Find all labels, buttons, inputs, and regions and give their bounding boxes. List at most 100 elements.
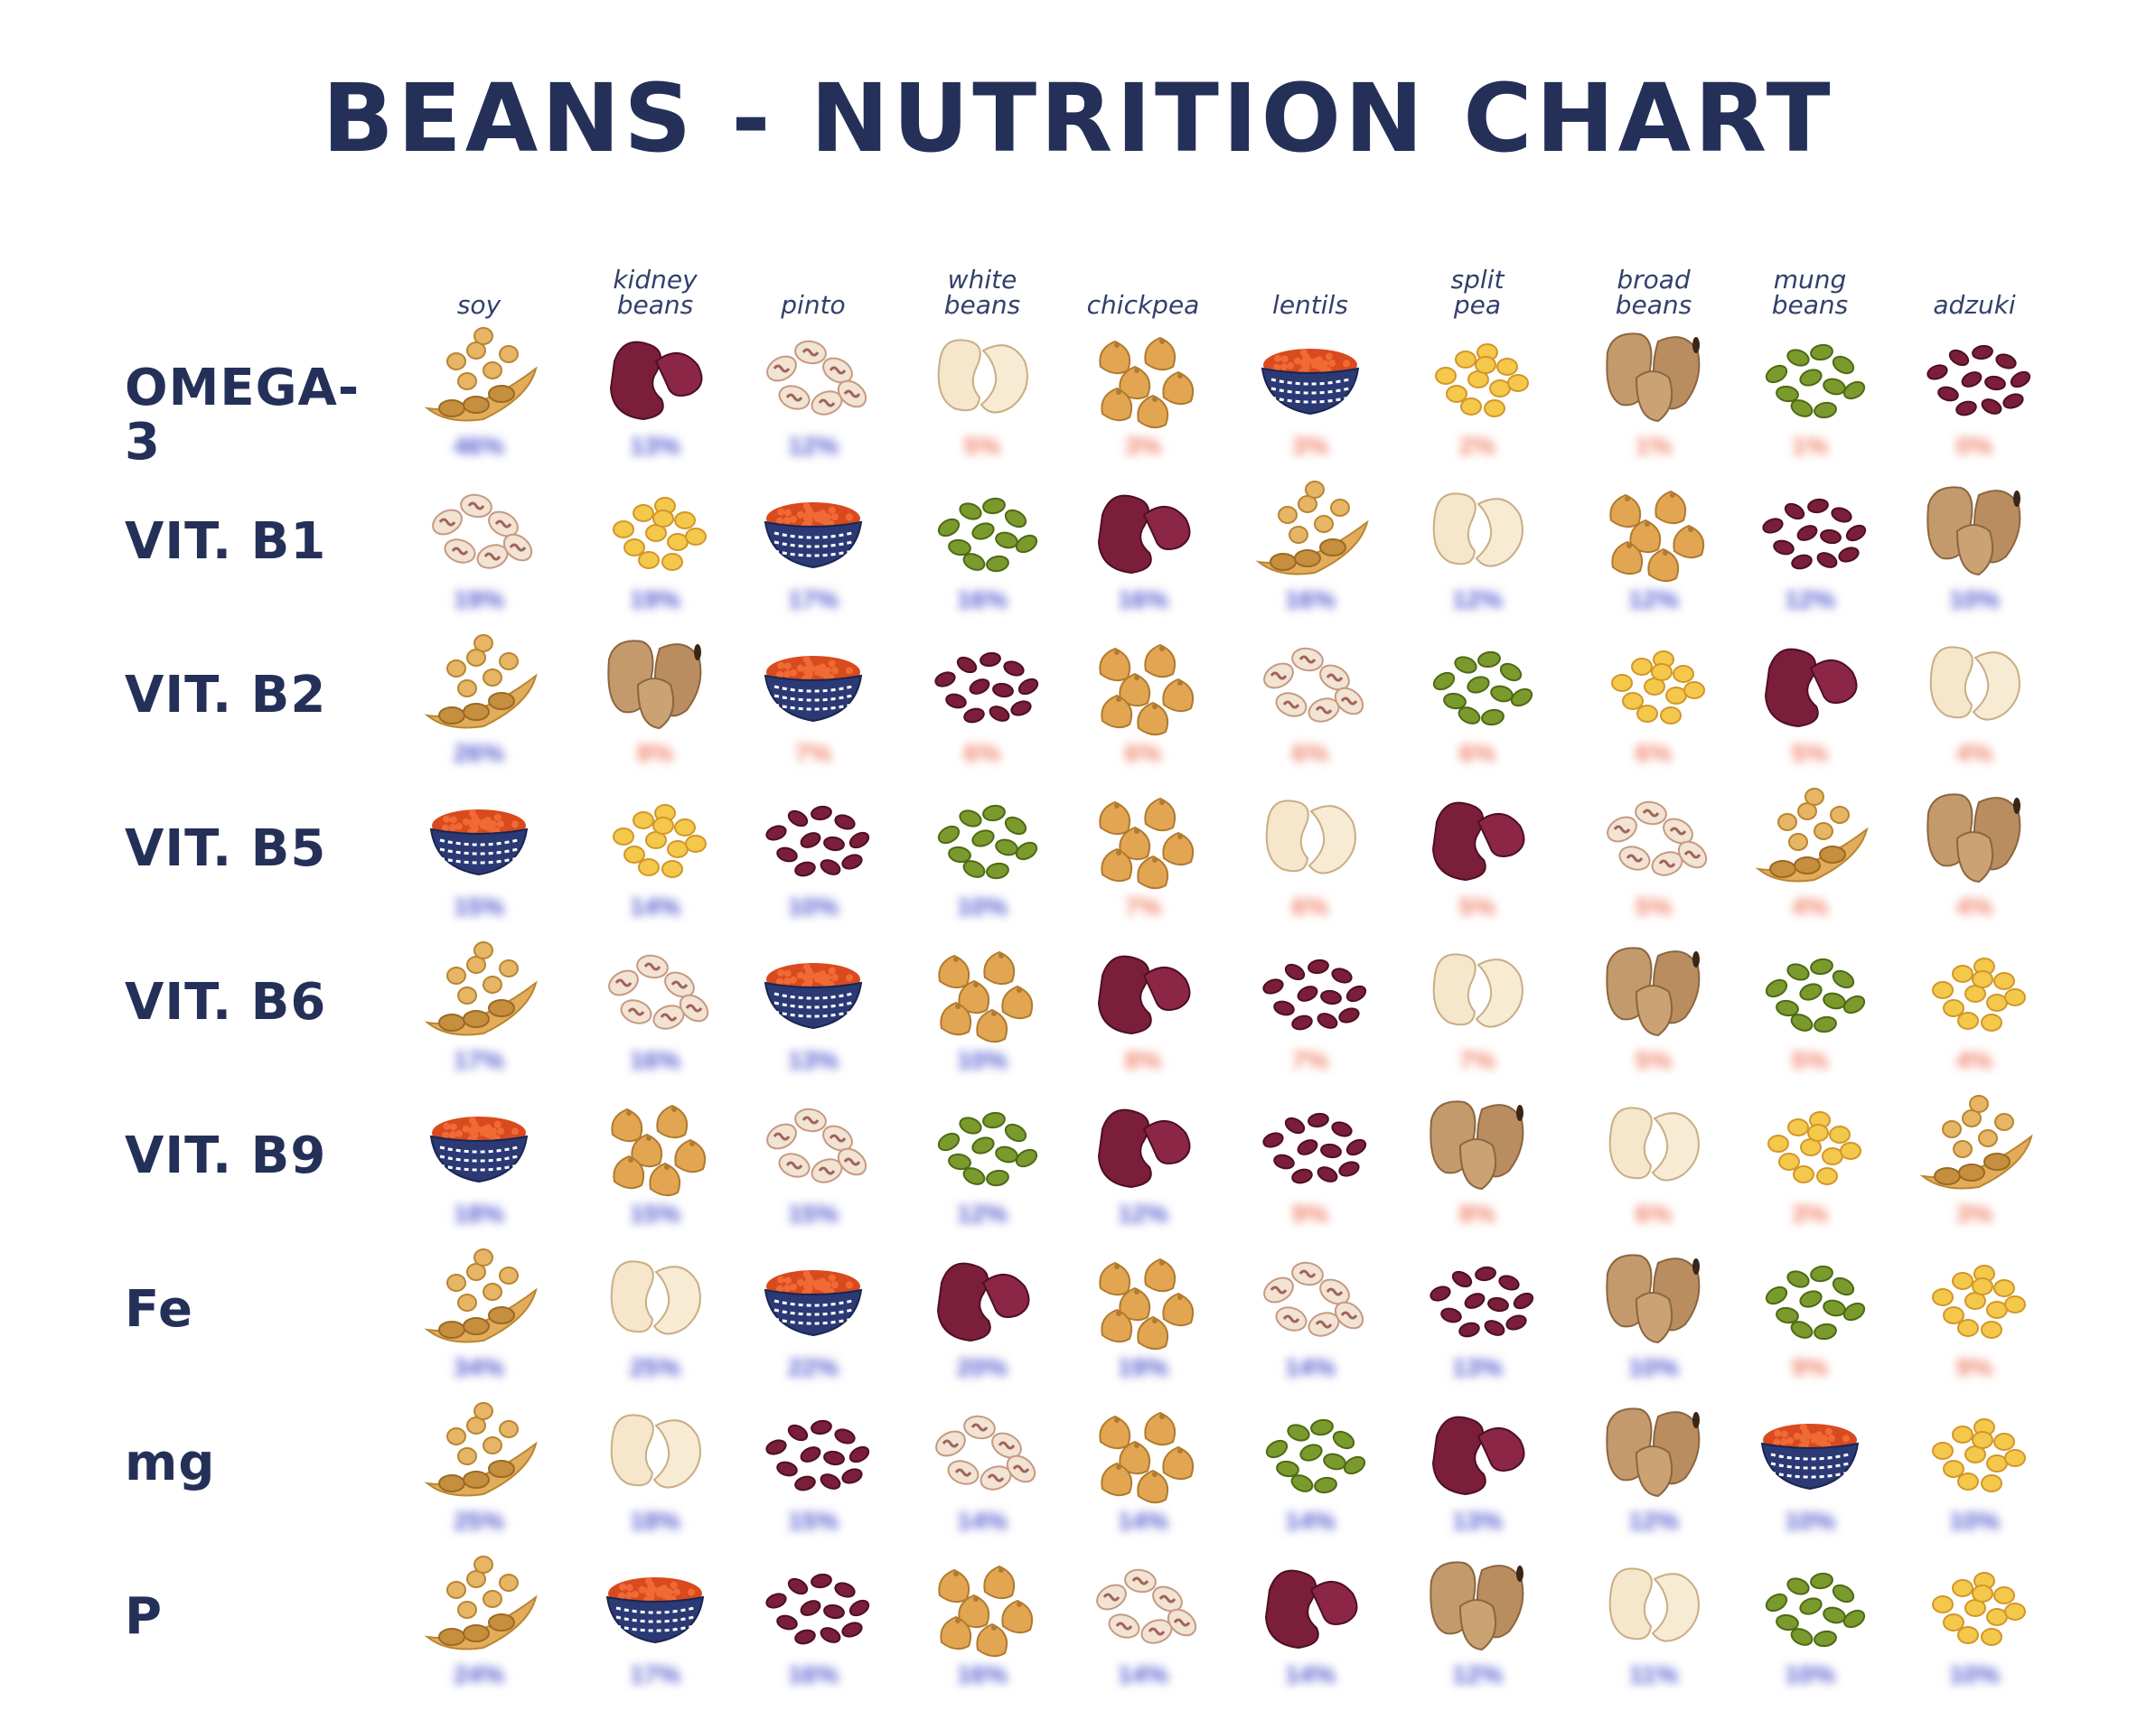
kidney-bean-icon [1764,648,1858,728]
mung-bean-icon [1765,1265,1866,1341]
broad-bean-icon [1606,947,1701,1037]
nutrient-cell: 8% [1075,940,1211,1075]
percent-label: 5% [963,432,1001,460]
nutrient-cell: 6% [1586,632,1721,768]
percent-label: 16% [787,1660,839,1688]
pinto-bean-icon [1607,800,1708,876]
percent-label: 12% [1627,585,1680,613]
percent-label: 15% [787,1200,839,1228]
nutrient-cell: 7% [745,632,881,768]
percent-label: 17% [629,1660,681,1688]
percent-label: 15% [787,1507,839,1535]
percent-label: 25% [629,1353,681,1381]
kidney-bean-icon [1431,1416,1525,1496]
percent-label: 12% [1451,1660,1504,1688]
percent-label: 7% [794,739,832,767]
nutrient-cell: 13% [1410,1247,1545,1382]
percent-label: 10% [1784,1507,1836,1535]
percent-label: 10% [956,1046,1008,1074]
lentil-bean-icon [764,502,863,569]
splitpea-bean-icon [1932,1265,2026,1339]
nutrient-cell: 12% [1586,1400,1721,1536]
column-header-line2: soy [456,290,502,320]
nutrient-cell: 4% [1742,786,1878,921]
nutrient-cell: 4% [1907,786,2042,921]
nutrient-cell: 3% [1742,1093,1878,1229]
broad-bean-icon [1926,793,2021,884]
soy-bean-icon [424,941,538,1036]
row-label: VIT. B9 [125,1127,327,1185]
percent-label: 17% [453,1046,505,1074]
percent-label: 7% [1124,893,1162,921]
percent-label: 6% [1124,739,1162,767]
nutrient-cell: 6% [1075,632,1211,768]
nutrient-cell: 7% [1075,786,1211,921]
percent-label: 14% [956,1507,1008,1535]
percent-label: 7% [1458,1046,1496,1074]
lentil-bean-icon [764,656,863,723]
nutrient-cell: 16% [1075,479,1211,614]
percent-label: 16% [956,1660,1008,1688]
percent-label: 3% [1791,1200,1829,1228]
percent-label: 16% [629,1046,681,1074]
nutrient-cell: 12% [1586,479,1721,614]
percent-label: 18% [629,1507,681,1535]
nutrient-cell: 6% [914,632,1050,768]
percent-label: 13% [1451,1353,1504,1381]
splitpea-bean-icon [1435,343,1529,417]
nutrient-cell: 5% [1410,786,1545,921]
column-header-line2: beans [1771,290,1849,320]
percent-label: 5% [1635,893,1673,921]
nutrient-cell: 18% [411,1093,547,1229]
nutrient-cell: 2% [1410,325,1545,461]
mung-bean-icon [937,1111,1038,1187]
nutrient-cell: 24% [411,1554,547,1689]
percent-label: 3% [1124,432,1162,460]
kidney-bean-icon [1264,1569,1358,1650]
broad-bean-icon [1430,1100,1524,1191]
nutrient-cell: 10% [1742,1400,1878,1536]
kidney-bean-icon [609,341,703,421]
nutrient-cell: 0% [1907,325,2042,461]
percent-label: 13% [787,1046,839,1074]
column-header: kidney beans [578,262,732,318]
percent-label: 4% [1791,893,1829,921]
white-bean-icon [937,339,1028,414]
row-label: VIT. B1 [125,512,327,571]
percent-label: 16% [956,585,1008,613]
broad-bean-icon [1606,1254,1701,1344]
pinto-bean-icon [608,954,709,1030]
chickpea-bean-icon [1099,336,1195,429]
percent-label: 16% [1284,585,1336,613]
white-bean-icon [1608,1567,1700,1642]
nutrient-cell: 16% [745,1554,881,1689]
percent-label: 25% [453,1507,505,1535]
nutrient-cell: 10% [1907,1554,2042,1689]
nutrient-cell: 3% [1907,1093,2042,1229]
broad-bean-icon [1606,1407,1701,1498]
nutrient-cell: 5% [914,325,1050,461]
nutrient-cell: 12% [1410,479,1545,614]
nutrient-cell: 10% [1907,479,2042,614]
adzuki-bean-icon [1762,498,1867,570]
column-header-line2: pea [1453,290,1502,320]
percent-label: 12% [1627,1507,1680,1535]
soy-bean-icon [424,1402,538,1497]
nutrient-cell: 12% [745,325,881,461]
lentil-bean-icon [429,1117,529,1183]
chickpea-bean-icon [938,950,1034,1043]
nutrient-cell: 3% [1075,325,1211,461]
white-bean-icon [1265,799,1356,874]
splitpea-bean-icon [1767,1111,1861,1185]
lentil-bean-icon [1760,1424,1860,1491]
percent-label: 10% [787,893,839,921]
nutrient-cell: 7% [1410,940,1545,1075]
percent-label: 6% [1635,1200,1673,1228]
column-headers: soy kidney beans pinto white beans chickpea len… [0,262,2156,325]
percent-label: 8% [1458,1200,1496,1228]
column-header: broad beans [1577,262,1730,318]
column-header: mung beans [1733,262,1887,318]
column-header: split pea [1401,262,1554,318]
nutrient-cell: 10% [914,940,1050,1075]
